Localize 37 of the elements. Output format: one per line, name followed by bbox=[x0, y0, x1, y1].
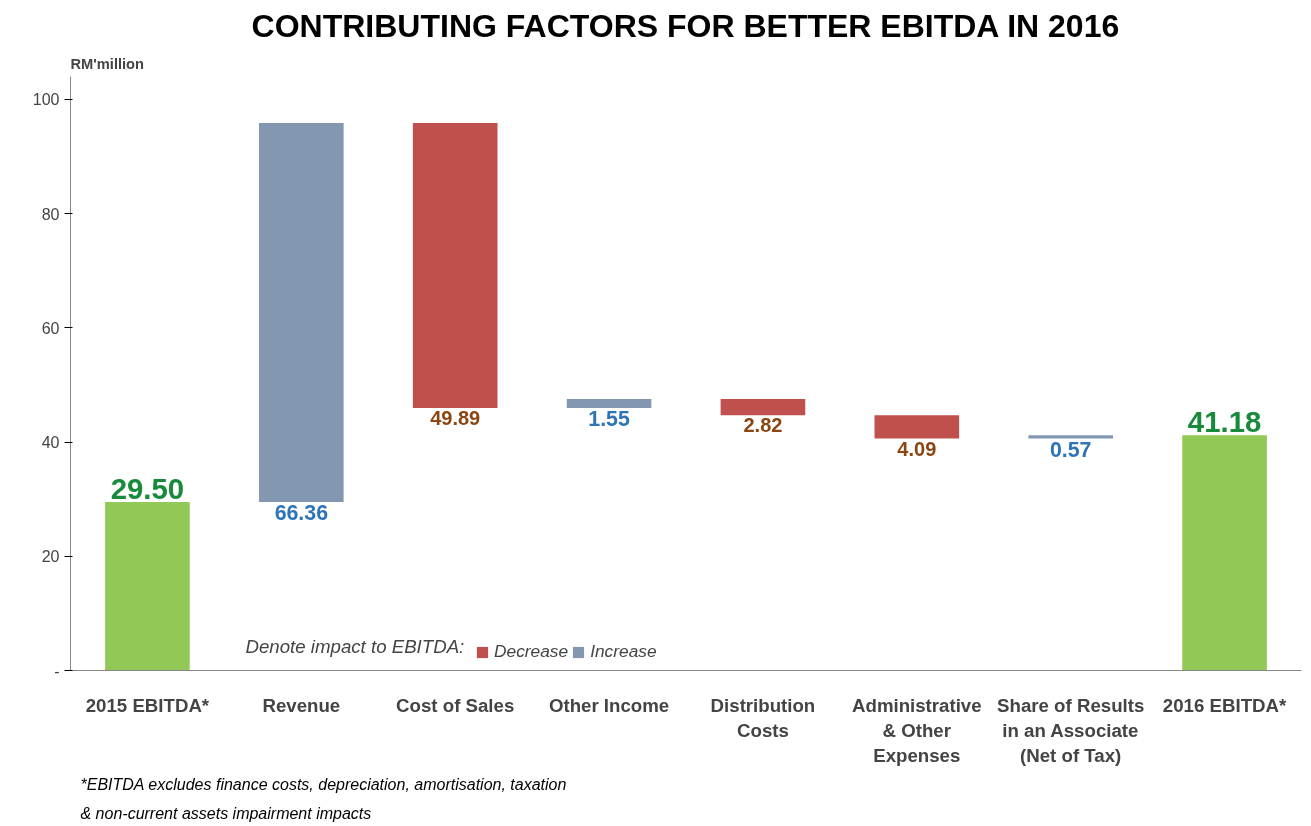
x-tick-label: Other Income bbox=[548, 694, 670, 716]
x-tick-label: Distribution Costs bbox=[710, 694, 816, 741]
chart-title: CONTRIBUTING FACTORS FOR BETTER EBITDA IN 2016 bbox=[251, 7, 1120, 44]
x-tick-label: 2016 EBITDA* bbox=[1162, 694, 1287, 716]
x-tick-label: 2015 EBITDA* bbox=[85, 694, 210, 716]
data-label: 4.09 bbox=[897, 437, 937, 460]
bar bbox=[566, 399, 652, 408]
x-tick-label: Revenue bbox=[262, 694, 341, 716]
text: *EBITDA excludes finance costs, depreciation, amortisation, taxation bbox=[80, 775, 567, 793]
data-label: 0.57 bbox=[1049, 437, 1092, 462]
text: & non-current assets impairment impacts bbox=[80, 804, 372, 822]
data-label: 1.55 bbox=[588, 406, 630, 431]
data-label: 49.89 bbox=[430, 406, 481, 429]
data-label: 41.18 bbox=[1187, 405, 1262, 439]
legend-label: Increase bbox=[590, 641, 657, 662]
y-tick-label: 20 bbox=[41, 548, 60, 566]
data-label: 29.50 bbox=[110, 472, 185, 506]
bar bbox=[1028, 435, 1113, 439]
y-tick-label: 100 bbox=[32, 91, 60, 109]
bar bbox=[1182, 435, 1267, 671]
x-tick-label: Cost of Sales bbox=[396, 694, 515, 716]
y-axis-title: RM'million bbox=[70, 55, 145, 72]
y-tick-label: - bbox=[54, 662, 60, 680]
data-label: 66.36 bbox=[274, 500, 329, 525]
y-tick-label: 80 bbox=[41, 205, 60, 223]
bar bbox=[720, 399, 806, 416]
legend-label: Decrease bbox=[494, 641, 569, 662]
legend-title: Denote impact to EBITDA: bbox=[245, 635, 465, 657]
x-tick-label: Administrative & Other Expenses bbox=[852, 694, 982, 766]
x-tick-label: Share of Results in an Associate (Net of Tax) bbox=[997, 694, 1145, 766]
bar bbox=[259, 122, 344, 503]
bar bbox=[105, 502, 190, 671]
bar bbox=[412, 122, 498, 408]
y-tick-label: 60 bbox=[41, 319, 60, 337]
data-label: 2.82 bbox=[743, 414, 783, 437]
y-tick-label: 40 bbox=[41, 434, 60, 452]
bar bbox=[874, 415, 960, 439]
